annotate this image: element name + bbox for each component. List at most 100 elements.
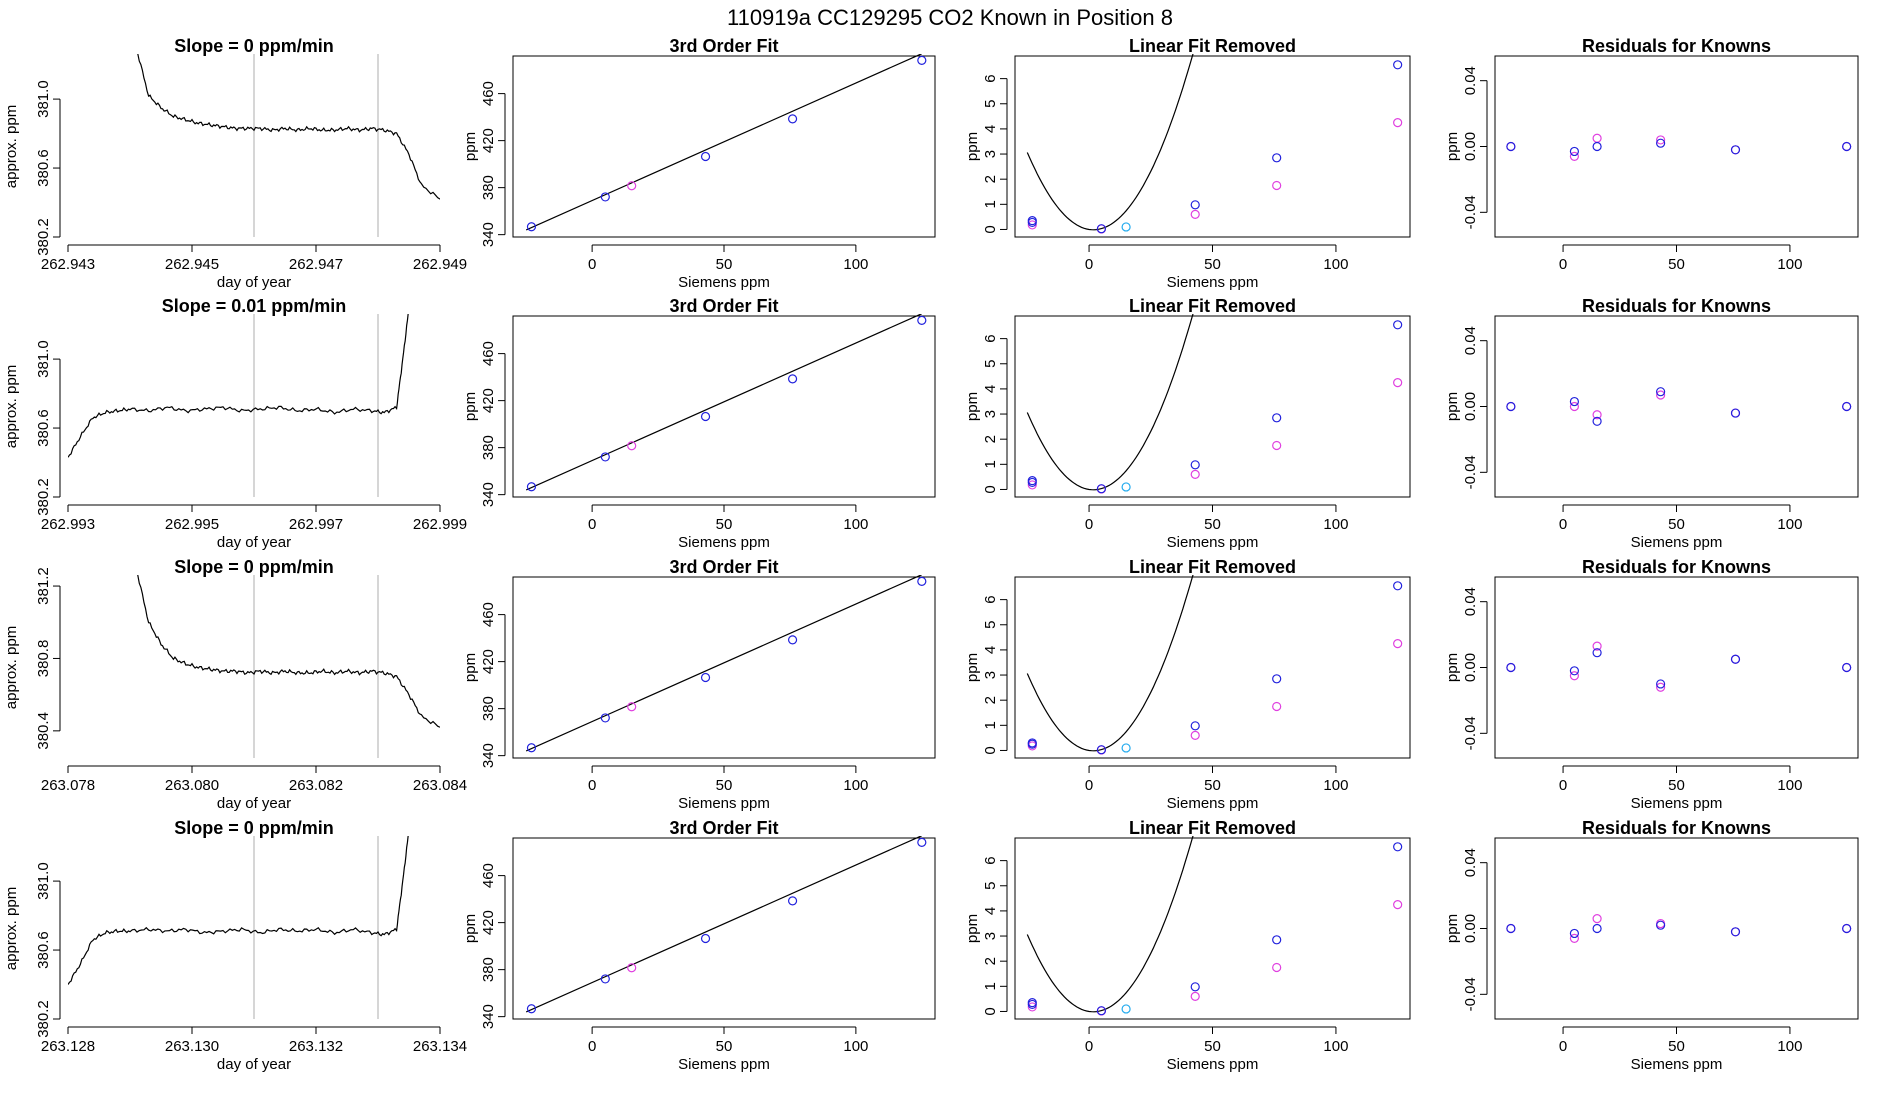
x-axis-label: Siemens ppm <box>1631 795 1723 812</box>
fit-line <box>525 836 923 1013</box>
data-point-magenta <box>1569 151 1580 161</box>
y-tick-label: 0.04 <box>1462 66 1479 95</box>
x-tick-label: 100 <box>1323 777 1348 794</box>
y-tick-label: 6 <box>982 74 999 82</box>
data-point-blue <box>1506 923 1516 934</box>
data-point-magenta <box>1272 440 1282 451</box>
y-axis-label: ppm <box>1444 132 1461 161</box>
plot-area <box>1506 914 1852 943</box>
y-tick-label: 380.6 <box>35 409 52 447</box>
y-tick-label: 3 <box>982 932 999 940</box>
data-point-blue <box>1272 413 1282 423</box>
data-point-magenta <box>1190 469 1200 479</box>
plot-area <box>1026 575 1403 755</box>
x-tick-label: 100 <box>843 1038 868 1055</box>
y-tick-label: 340 <box>480 1004 497 1029</box>
plot-frame <box>512 55 936 238</box>
data-point-blue <box>1569 396 1580 407</box>
x-axis-label: Siemens ppm <box>678 1056 770 1073</box>
y-tick-label: 381.0 <box>35 80 52 118</box>
data-point-blue <box>1569 666 1580 676</box>
panel-title: Slope = 0 ppm/min <box>174 818 334 838</box>
data-point-blue <box>1842 923 1852 934</box>
panel-title: Residuals for Knowns <box>1582 818 1771 838</box>
x-tick-label: 0 <box>1559 516 1567 533</box>
y-tick-label: 420 <box>480 128 497 153</box>
data-point-blue <box>1730 145 1741 155</box>
panel-r4-time-series: 263.128 263.130 263.132 263.134 380.2 380.6 38… <box>3 818 467 1073</box>
plot-area <box>1026 836 1403 1016</box>
y-tick-label: 420 <box>480 388 497 413</box>
data-point-blue <box>1190 200 1200 210</box>
panel-title: Slope = 0 ppm/min <box>174 557 334 577</box>
data-point-blue <box>1506 141 1516 152</box>
plot-area <box>1506 641 1852 692</box>
y-tick-label: 0 <box>982 225 999 233</box>
data-point-blue <box>917 315 927 325</box>
data-point-blue <box>1027 739 1037 749</box>
x-tick-label: 0 <box>1085 256 1093 273</box>
y-axis-label: ppm <box>964 914 981 943</box>
data-point-blue <box>526 1004 537 1014</box>
data-point-blue <box>1730 654 1741 664</box>
data-point-blue <box>1656 387 1666 397</box>
y-tick-label: 381.2 <box>35 567 52 605</box>
data-point-blue <box>700 411 711 422</box>
x-tick-label: 263.132 <box>289 1038 343 1055</box>
data-point-blue <box>526 222 537 232</box>
x-tick-label: 0 <box>1559 777 1567 794</box>
data-point-magenta <box>627 441 637 451</box>
x-tick-label: 262.945 <box>165 256 219 273</box>
y-tick-label: 5 <box>982 882 999 890</box>
data-point-magenta <box>1272 180 1282 191</box>
panel-r1-time-series: 262.943 262.945 262.947 262.949 380.2 380.6 38… <box>3 36 467 291</box>
fit-curve <box>1026 836 1194 1013</box>
y-tick-label: 380.4 <box>35 712 52 750</box>
data-point-blue <box>1506 401 1516 412</box>
y-axis-label: ppm <box>462 132 479 161</box>
y-tick-label: 380 <box>480 696 497 721</box>
x-tick-label: 100 <box>843 256 868 273</box>
x-tick-label: 50 <box>1204 777 1221 794</box>
y-tick-label: 420 <box>480 649 497 674</box>
data-point-magenta <box>1393 639 1403 649</box>
y-tick-label: 381.0 <box>35 862 52 900</box>
y-tick-label: -0.04 <box>1462 977 1479 1011</box>
fit-line <box>525 54 923 231</box>
data-point-cyan <box>1121 482 1131 492</box>
data-point-blue <box>1656 920 1666 930</box>
y-axis-label: ppm <box>462 653 479 682</box>
data-point-magenta <box>1592 410 1602 420</box>
y-tick-label: 1 <box>982 200 999 208</box>
plot-area <box>525 575 927 753</box>
data-point-blue <box>1592 923 1602 934</box>
x-tick-label: 100 <box>1777 256 1802 273</box>
plot-area <box>1506 387 1852 426</box>
x-tick-label: 100 <box>1777 1038 1802 1055</box>
plot-area <box>1026 314 1403 494</box>
y-tick-label: 381.0 <box>35 340 52 378</box>
panel-r1-third-order-fit: 0 50 100 340 380 420 460 3rd Order Fit Siemens p… <box>462 36 936 291</box>
data-point-blue <box>917 837 927 847</box>
plot-area <box>137 54 440 237</box>
plot-area <box>525 836 927 1014</box>
data-point-magenta <box>1027 480 1037 490</box>
x-tick-label: 262.995 <box>165 516 219 533</box>
data-point-blue <box>1027 477 1037 488</box>
y-tick-label: 1 <box>982 721 999 729</box>
x-tick-label: 262.943 <box>41 256 95 273</box>
y-tick-label: 0 <box>982 746 999 754</box>
data-point-magenta <box>1190 730 1200 740</box>
data-point-magenta <box>627 702 637 712</box>
x-tick-label: 0 <box>588 1038 596 1055</box>
x-tick-label: 263.084 <box>413 777 467 794</box>
data-point-blue <box>1592 141 1602 152</box>
data-point-blue <box>1842 662 1852 673</box>
plot-frame <box>1494 315 1859 498</box>
plot-frame <box>512 576 936 759</box>
panel-title: Linear Fit Removed <box>1129 557 1296 577</box>
y-tick-label: 4 <box>982 907 999 915</box>
data-point-magenta <box>1393 900 1403 910</box>
y-axis-label: approx. ppm <box>3 626 20 709</box>
x-tick-label: 50 <box>716 1038 733 1055</box>
